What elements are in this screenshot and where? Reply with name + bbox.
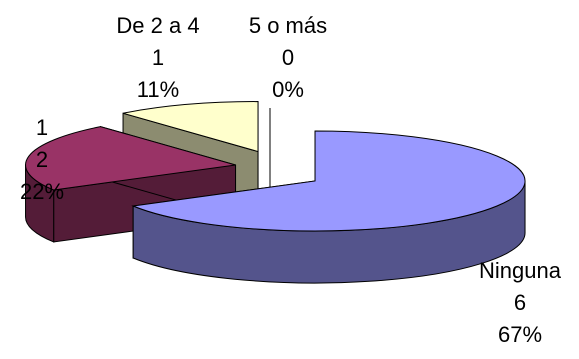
label-value: 0 — [282, 45, 294, 70]
label-value: 1 — [152, 45, 164, 70]
data-label-ninguna: Ninguna 6 67% — [479, 258, 562, 347]
data-label-5-o-m-s: 5 o más 0 0% — [249, 13, 327, 102]
label-percent: 0% — [272, 77, 304, 102]
pie-slice-ninguna — [131, 130, 526, 284]
label-value: 6 — [514, 290, 526, 315]
label-percent: 11% — [137, 77, 179, 102]
label-value: 2 — [36, 147, 48, 172]
label-name: De 2 a 4 — [116, 13, 199, 38]
label-name: 1 — [36, 115, 48, 140]
data-label-de-2-a-4: De 2 a 4 1 11% — [116, 13, 199, 102]
data-label-1: 1 2 22% — [20, 115, 64, 204]
label-percent: 22% — [20, 179, 64, 204]
label-name: Ninguna — [479, 258, 562, 283]
label-name: 5 o más — [249, 13, 327, 38]
label-percent: 67% — [498, 322, 542, 347]
